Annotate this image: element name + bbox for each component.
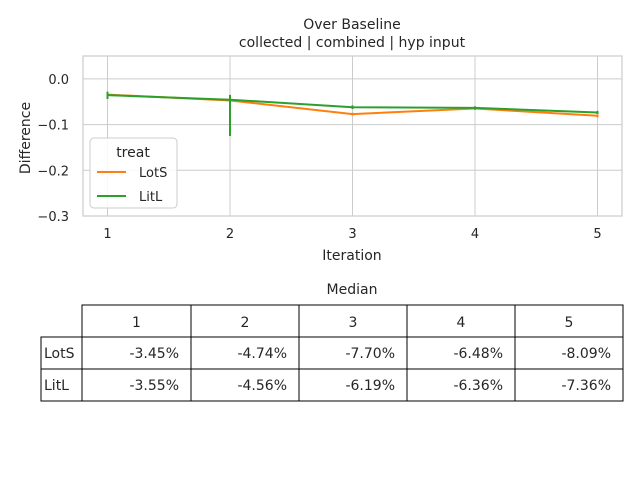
x-tick-label: 3 bbox=[348, 227, 356, 242]
x-axis-label: Iteration bbox=[322, 248, 381, 264]
table-cell-value: -7.70% bbox=[345, 346, 395, 362]
y-axis-label: Difference bbox=[18, 102, 34, 174]
table-cell-value: -3.45% bbox=[129, 346, 179, 362]
table-cell-value: -6.48% bbox=[453, 346, 503, 362]
x-tick-label: 4 bbox=[471, 227, 479, 242]
line-chart: 1 2 3 4 5 0.0 −0.1 −0.2 −0.3 bbox=[37, 55, 623, 242]
legend-label-LitL: LitL bbox=[139, 190, 163, 205]
y-tick-label: −0.1 bbox=[37, 119, 69, 134]
chart-title: Over Baseline bbox=[303, 17, 400, 33]
y-tick-label: −0.2 bbox=[37, 164, 69, 179]
table-cell-value: -6.19% bbox=[345, 378, 395, 394]
table-column-header: 3 bbox=[349, 315, 358, 331]
legend-title: treat bbox=[116, 145, 150, 161]
table-cell-value: -6.36% bbox=[453, 378, 503, 394]
table-column-header: 1 bbox=[132, 315, 141, 331]
table-row-label: LotS bbox=[44, 346, 75, 362]
chart-subtitle: collected | combined | hyp input bbox=[239, 35, 466, 51]
x-tick-label: 2 bbox=[226, 227, 234, 242]
table-column-header: 4 bbox=[457, 315, 466, 331]
x-tick-label: 1 bbox=[103, 227, 111, 242]
table-column-header: 5 bbox=[565, 315, 574, 331]
table-row-label: LitL bbox=[44, 378, 69, 394]
x-tick-label: 5 bbox=[593, 227, 601, 242]
table-cell-value: -8.09% bbox=[561, 346, 611, 362]
y-tick-label: −0.3 bbox=[37, 210, 69, 225]
plot-frame bbox=[82, 55, 623, 217]
legend: treat LotS LitL bbox=[89, 137, 178, 209]
table-cell-value: -4.56% bbox=[237, 378, 287, 394]
table-column-header: 2 bbox=[241, 315, 250, 331]
table-cell-value: -4.74% bbox=[237, 346, 287, 362]
table-cell-value: -7.36% bbox=[561, 378, 611, 394]
table-cell-value: -3.55% bbox=[129, 378, 179, 394]
table-cell bbox=[514, 368, 624, 402]
median-table: 1 2 3 4 5 LotS -3.45% -4.74% -7.70% -6.48% -8.09% L… bbox=[40, 304, 624, 402]
table-title: Median bbox=[327, 282, 378, 298]
legend-label-LotS: LotS bbox=[139, 166, 167, 181]
y-tick-label: 0.0 bbox=[48, 73, 69, 88]
legend-box bbox=[89, 137, 178, 209]
